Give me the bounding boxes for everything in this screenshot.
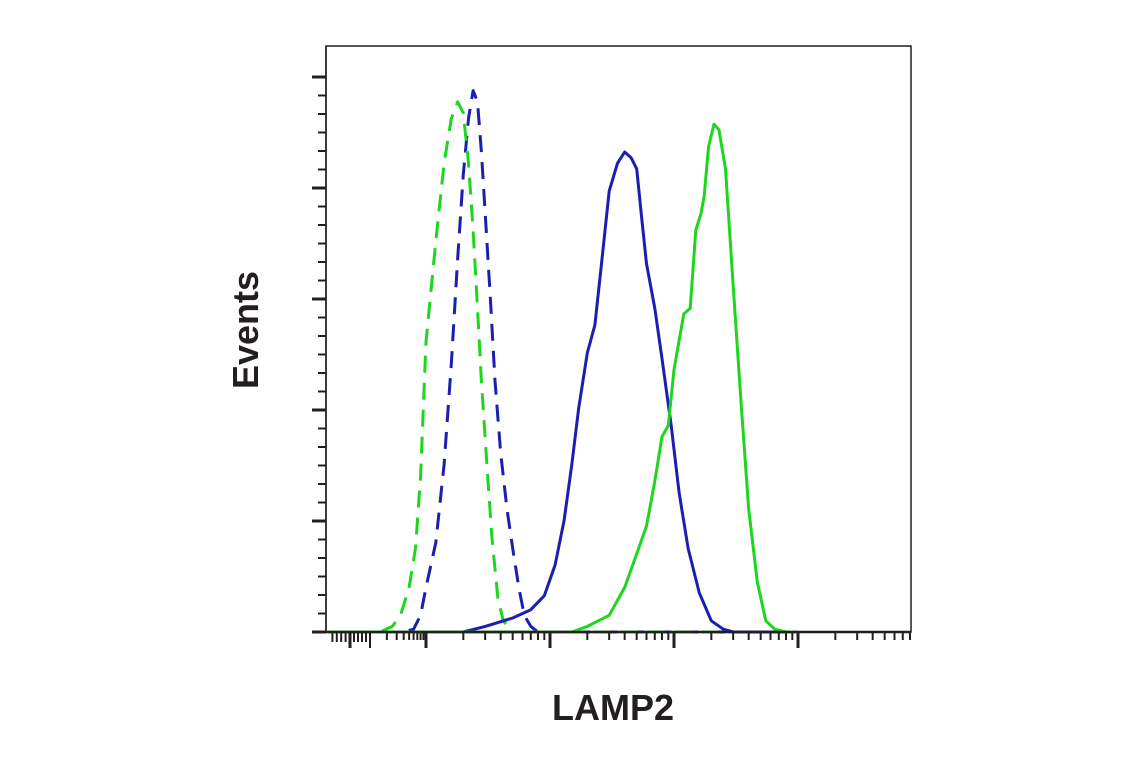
plot-frame [325,45,912,633]
green-solid-histogram-line [328,122,798,634]
x-axis-ticks [331,632,911,648]
blue-solid-histogram-line [328,150,798,634]
y-axis-title: Events [225,271,266,389]
green-dashed-histogram-line [328,100,798,634]
x-axis-title: LAMP2 [552,687,674,728]
y-axis-ticks [312,75,326,634]
series-group [328,89,798,634]
